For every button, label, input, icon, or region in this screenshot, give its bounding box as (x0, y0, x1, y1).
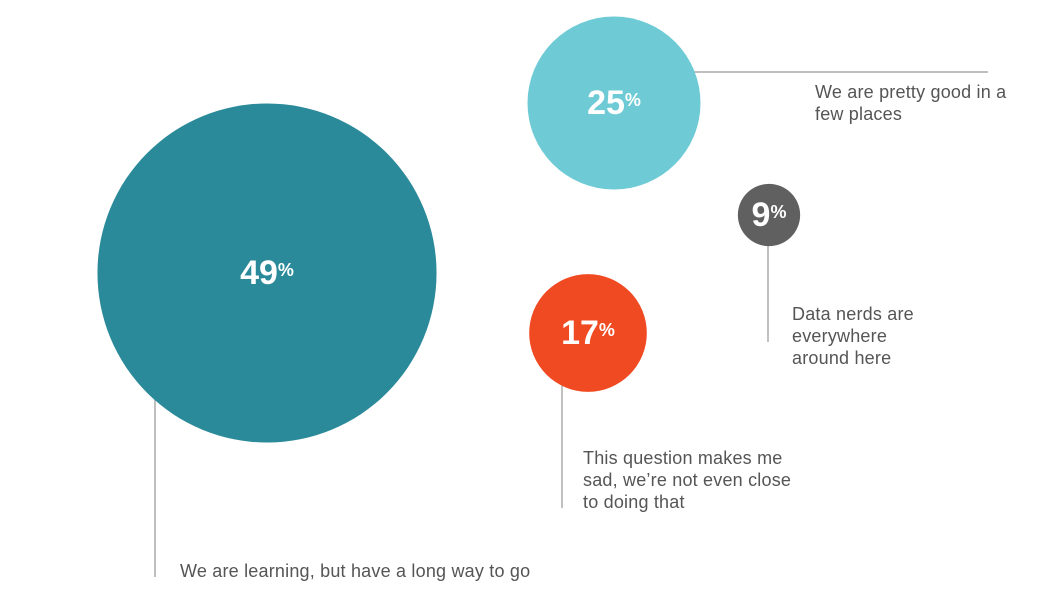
value-label: 49% (240, 254, 294, 292)
category-label: Data nerds are everywhere around here (792, 304, 914, 368)
category-label: We are pretty good in a few places (815, 82, 1007, 124)
value-label: 25% (587, 84, 641, 122)
bubble (737, 183, 801, 247)
category-label: We are learning, but have a long way to … (180, 561, 531, 581)
category-label: This question makes me sad, we’re not ev… (583, 448, 792, 512)
value-label: 9% (752, 196, 787, 234)
bubble (97, 103, 437, 443)
bubble (529, 274, 647, 392)
value-label: 17% (561, 314, 615, 352)
bubble (527, 16, 701, 190)
